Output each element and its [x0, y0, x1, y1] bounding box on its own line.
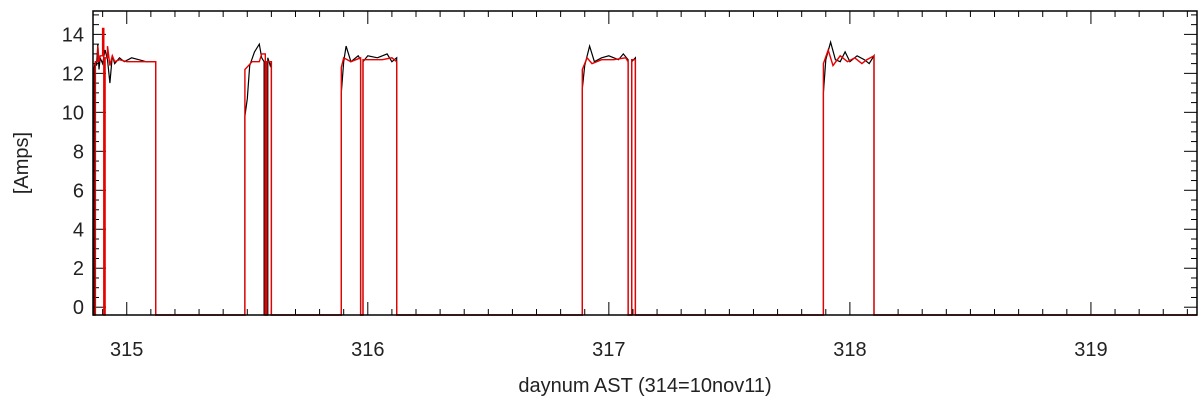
- y-tick-label: 4: [73, 219, 84, 241]
- y-tick-label: 2: [73, 258, 84, 280]
- series-line-black: [93, 39, 1197, 316]
- x-tick-label: 315: [110, 339, 143, 361]
- y-axis-title: [Amps]: [11, 132, 33, 194]
- x-tick-label: 319: [1074, 339, 1107, 361]
- y-tick-labels: 0 2 4 6 8 10 12 14: [62, 24, 84, 319]
- y-tick-label: 10: [62, 102, 84, 124]
- series-line-red: [93, 27, 1197, 316]
- plot-frame: [92, 10, 1198, 316]
- y-tick-label: 14: [62, 24, 84, 46]
- y-tick-label: 0: [73, 297, 84, 319]
- x-tick-labels: 315 316 317 318 319: [110, 339, 1108, 361]
- x-axis-title: daynum AST (314=10nov11): [518, 375, 771, 397]
- y-tick-label: 6: [73, 180, 84, 202]
- x-tick-label: 317: [592, 339, 625, 361]
- series-layer: [93, 27, 1197, 316]
- y-tick-label: 8: [73, 141, 84, 163]
- axis-ticks: [93, 11, 1197, 315]
- x-tick-label: 316: [351, 339, 384, 361]
- x-tick-label: 318: [833, 339, 866, 361]
- y-tick-label: 12: [62, 63, 84, 85]
